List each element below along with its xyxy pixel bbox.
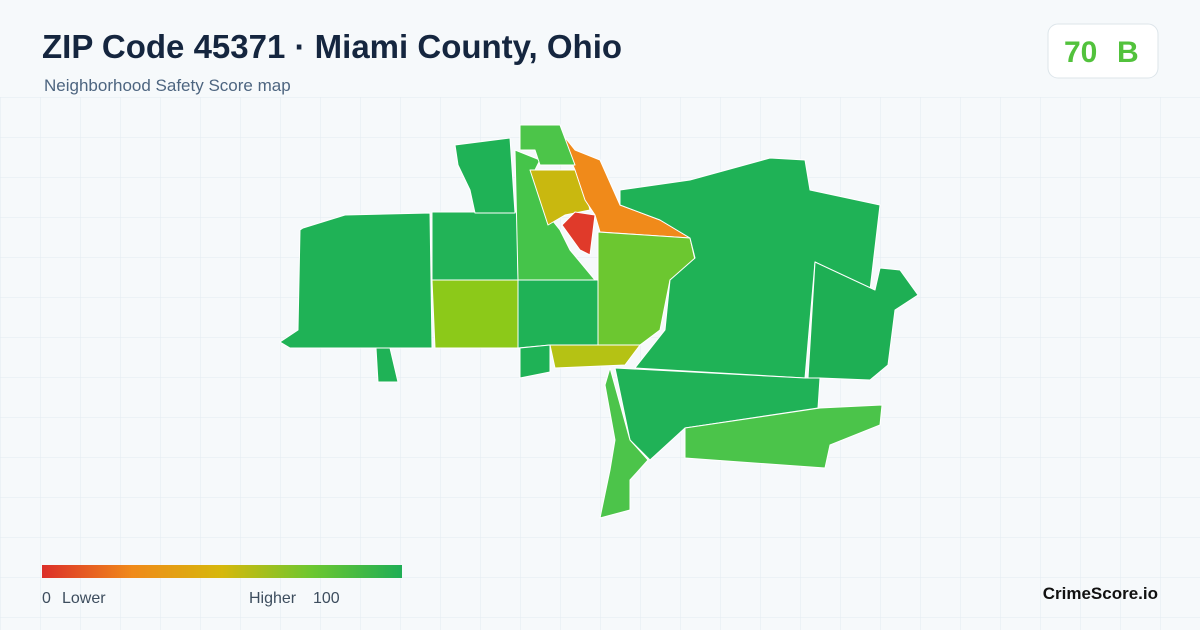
region <box>375 347 399 383</box>
title: ZIP Code 45371 · Miami County, Ohio <box>42 28 622 65</box>
region <box>599 367 649 519</box>
region <box>279 212 433 349</box>
region <box>431 211 519 281</box>
region <box>519 344 551 379</box>
score-grade: B <box>1117 36 1139 69</box>
score-value: 70 <box>1064 36 1097 69</box>
score-badge <box>1047 23 1159 79</box>
region <box>549 344 641 369</box>
map-regions <box>279 124 919 519</box>
region <box>519 124 576 166</box>
legend-min-label: Lower <box>62 590 106 607</box>
legend-max: 100 <box>313 590 340 607</box>
legend-min: 0 <box>42 590 51 607</box>
legend-max-label: Higher <box>249 590 297 607</box>
region <box>431 279 519 349</box>
brand: CrimeScore.io <box>1043 584 1158 603</box>
region <box>561 211 596 256</box>
region <box>684 404 883 469</box>
region <box>517 279 601 349</box>
region <box>454 137 516 214</box>
subtitle: Neighborhood Safety Score map <box>44 76 291 95</box>
legend-gradient <box>42 565 402 578</box>
